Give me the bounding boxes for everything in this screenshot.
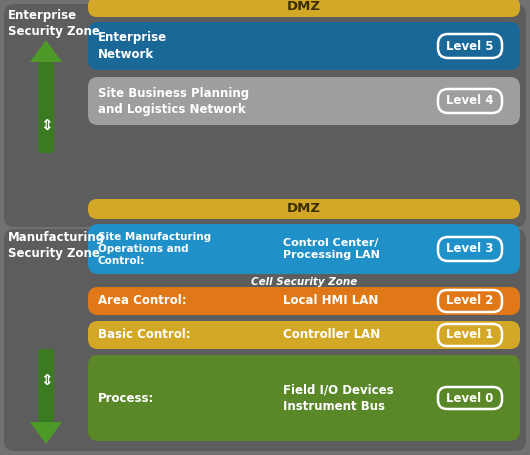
- FancyBboxPatch shape: [438, 387, 502, 409]
- FancyBboxPatch shape: [38, 349, 54, 422]
- Text: Controller LAN: Controller LAN: [283, 329, 380, 342]
- FancyBboxPatch shape: [438, 89, 502, 113]
- Text: Enterprise
Security Zone: Enterprise Security Zone: [8, 9, 100, 37]
- FancyBboxPatch shape: [88, 355, 520, 441]
- Text: Control Center/
Processing LAN: Control Center/ Processing LAN: [283, 238, 380, 260]
- FancyBboxPatch shape: [88, 321, 520, 349]
- Text: ⇕: ⇕: [40, 373, 52, 388]
- Text: Level 3: Level 3: [446, 243, 493, 256]
- Text: Site Business Planning
and Logistics Network: Site Business Planning and Logistics Net…: [98, 86, 249, 116]
- FancyBboxPatch shape: [438, 34, 502, 58]
- FancyBboxPatch shape: [438, 290, 502, 312]
- FancyBboxPatch shape: [88, 199, 520, 219]
- Text: Area Control:: Area Control:: [98, 294, 187, 308]
- Text: Level 2: Level 2: [446, 294, 493, 308]
- FancyBboxPatch shape: [4, 229, 526, 451]
- Text: Process:: Process:: [98, 391, 154, 404]
- FancyBboxPatch shape: [38, 62, 54, 153]
- FancyBboxPatch shape: [88, 287, 520, 315]
- FancyArrow shape: [30, 422, 62, 444]
- Text: DMZ: DMZ: [287, 0, 321, 14]
- FancyBboxPatch shape: [88, 77, 520, 125]
- Text: Level 0: Level 0: [446, 391, 493, 404]
- FancyBboxPatch shape: [4, 4, 526, 227]
- FancyBboxPatch shape: [88, 0, 520, 17]
- Text: Enterprise
Network: Enterprise Network: [98, 31, 167, 61]
- Text: Level 1: Level 1: [446, 329, 493, 342]
- Text: DMZ: DMZ: [287, 202, 321, 216]
- Text: Manufacturing
Security Zone: Manufacturing Security Zone: [8, 231, 105, 259]
- Text: Field I/O Devices
Instrument Bus: Field I/O Devices Instrument Bus: [283, 384, 394, 413]
- Text: Site Manufacturing
Operations and
Control:: Site Manufacturing Operations and Contro…: [98, 232, 211, 266]
- Text: Level 4: Level 4: [446, 95, 494, 107]
- Text: Level 5: Level 5: [446, 40, 494, 52]
- FancyBboxPatch shape: [88, 224, 520, 274]
- FancyBboxPatch shape: [438, 237, 502, 261]
- FancyBboxPatch shape: [438, 324, 502, 346]
- FancyBboxPatch shape: [88, 22, 520, 70]
- Text: Cell Security Zone: Cell Security Zone: [251, 277, 357, 287]
- FancyArrow shape: [30, 40, 62, 62]
- Text: Local HMI LAN: Local HMI LAN: [283, 294, 378, 308]
- Text: Basic Control:: Basic Control:: [98, 329, 191, 342]
- Text: ⇕: ⇕: [40, 117, 52, 132]
